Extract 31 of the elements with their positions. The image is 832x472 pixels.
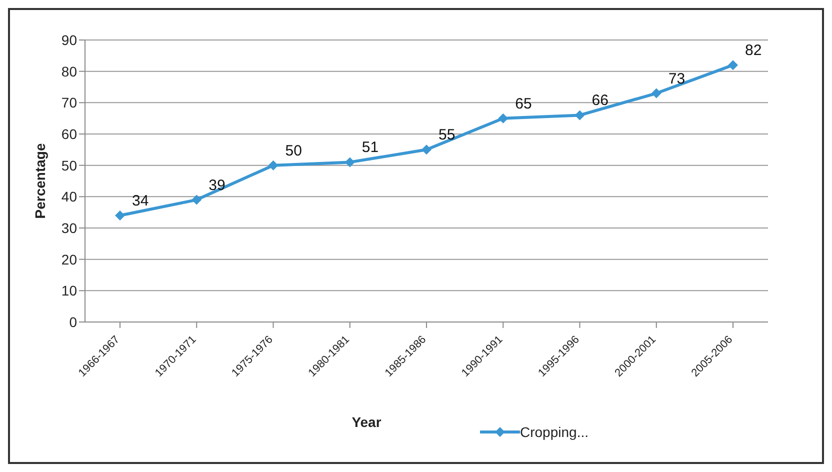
point (192, 194, 202, 205)
y-tick-label: 50 (61, 157, 78, 174)
data-label: 50 (285, 142, 302, 160)
point (115, 210, 125, 220)
data-label: 82 (745, 42, 762, 60)
data-label: 34 (132, 192, 149, 210)
data-label: 66 (592, 92, 608, 110)
point (344, 157, 355, 168)
y-tick-label: 80 (61, 63, 78, 80)
legend-label: Cropping... (520, 424, 588, 440)
data-label: 65 (515, 95, 532, 112)
y-tick-label: 0 (69, 314, 78, 330)
point (422, 144, 432, 155)
data-label: 39 (208, 176, 226, 194)
x-axis-title: Year (352, 414, 382, 430)
point (728, 60, 738, 70)
y-tick-label: 90 (61, 32, 78, 48)
data-label: 73 (668, 70, 686, 88)
y-tick-label: 10 (61, 282, 78, 299)
data-label: 55 (438, 126, 456, 144)
y-tick-label: 40 (61, 188, 78, 205)
point (268, 160, 278, 170)
y-axis-title: Percentage (32, 143, 48, 219)
y-tick-label: 30 (61, 220, 78, 236)
y-tick-label: 20 (61, 251, 78, 268)
point (651, 88, 662, 98)
data-label: 51 (362, 139, 379, 156)
point (574, 110, 585, 120)
y-tick-label: 60 (61, 126, 78, 142)
point (498, 113, 508, 124)
y-tick-label: 70 (61, 94, 78, 111)
